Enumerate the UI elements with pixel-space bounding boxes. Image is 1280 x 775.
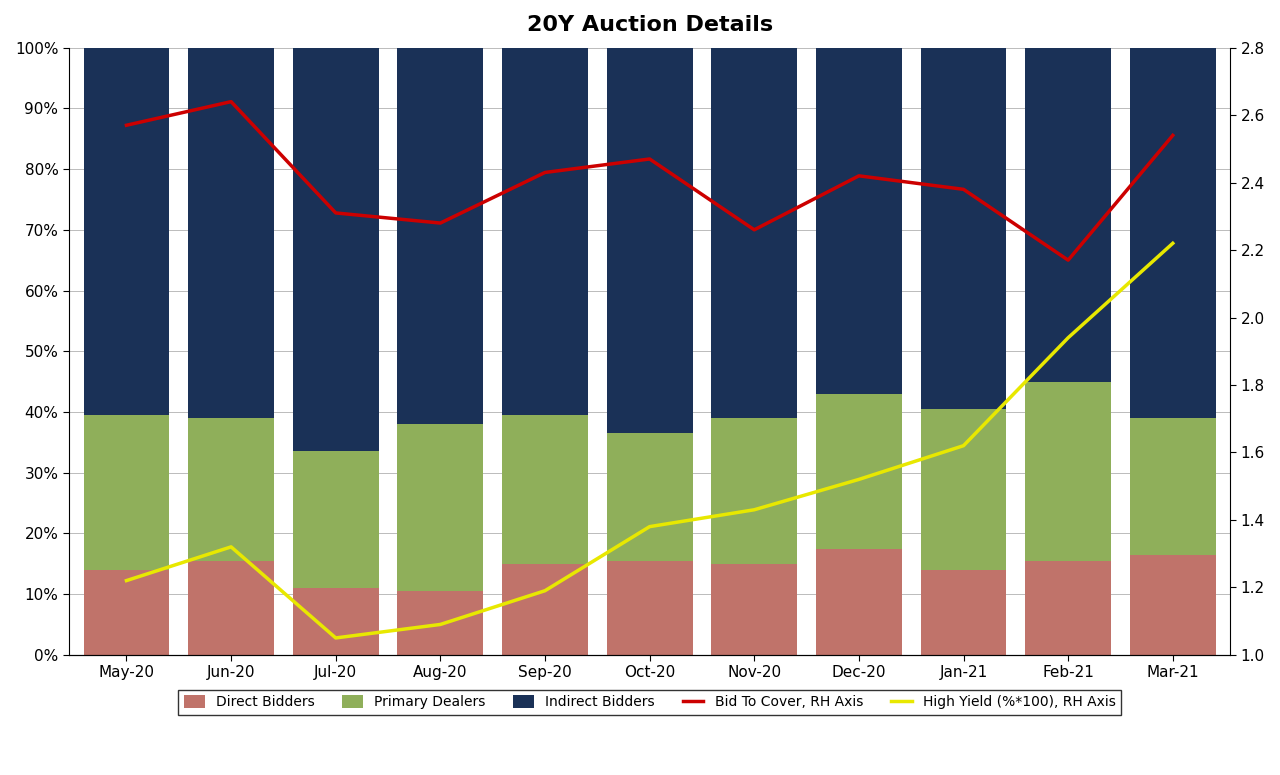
Bar	[920, 48, 1006, 409]
Bid To Cover, RH Axis	[851, 171, 867, 181]
Bar	[398, 48, 484, 424]
Bar	[920, 409, 1006, 570]
Bar	[398, 591, 484, 655]
High Yield (%*100), RH Axis	[433, 620, 448, 629]
Legend: Direct Bidders, Primary Dealers, Indirect Bidders, Bid To Cover, RH Axis, High Y: Direct Bidders, Primary Dealers, Indirec…	[178, 690, 1121, 715]
Bar	[83, 48, 169, 415]
Bar	[712, 563, 797, 655]
Bar	[815, 549, 902, 655]
High Yield (%*100), RH Axis	[851, 475, 867, 484]
Bar	[502, 563, 588, 655]
Bar	[815, 394, 902, 549]
Bid To Cover, RH Axis	[1060, 256, 1075, 265]
Bar	[83, 415, 169, 570]
Bar	[1130, 418, 1216, 555]
Bar	[188, 418, 274, 560]
Bar	[188, 48, 274, 418]
Bar	[398, 424, 484, 591]
Bar	[293, 48, 379, 451]
Bid To Cover, RH Axis	[224, 97, 239, 106]
High Yield (%*100), RH Axis	[1165, 239, 1180, 248]
Bid To Cover, RH Axis	[328, 208, 343, 218]
High Yield (%*100), RH Axis	[746, 505, 762, 515]
Bar	[1025, 381, 1111, 560]
Bar	[1130, 555, 1216, 655]
Bar	[1025, 560, 1111, 655]
High Yield (%*100), RH Axis	[328, 633, 343, 642]
High Yield (%*100), RH Axis	[119, 576, 134, 585]
High Yield (%*100), RH Axis	[643, 522, 658, 532]
Bar	[607, 48, 692, 433]
High Yield (%*100), RH Axis	[538, 586, 553, 595]
High Yield (%*100), RH Axis	[1060, 333, 1075, 343]
Bid To Cover, RH Axis	[433, 219, 448, 228]
Bar	[1130, 48, 1216, 418]
Bid To Cover, RH Axis	[746, 226, 762, 235]
High Yield (%*100), RH Axis	[224, 542, 239, 552]
Bid To Cover, RH Axis	[643, 154, 658, 164]
Bar	[502, 415, 588, 563]
Bar	[920, 570, 1006, 655]
Line: Bid To Cover, RH Axis: Bid To Cover, RH Axis	[127, 102, 1172, 260]
Bid To Cover, RH Axis	[538, 168, 553, 177]
Bar	[502, 48, 588, 415]
Bar	[712, 418, 797, 563]
Bar	[188, 560, 274, 655]
High Yield (%*100), RH Axis	[956, 441, 972, 450]
Line: High Yield (%*100), RH Axis: High Yield (%*100), RH Axis	[127, 243, 1172, 638]
Bar	[815, 48, 902, 394]
Bar	[293, 451, 379, 588]
Bar	[293, 588, 379, 655]
Title: 20Y Auction Details: 20Y Auction Details	[526, 15, 773, 35]
Bar	[607, 433, 692, 560]
Bar	[83, 570, 169, 655]
Bar	[607, 560, 692, 655]
Bar	[712, 48, 797, 418]
Bid To Cover, RH Axis	[956, 184, 972, 194]
Bid To Cover, RH Axis	[1165, 131, 1180, 140]
Bar	[1025, 48, 1111, 381]
Bid To Cover, RH Axis	[119, 121, 134, 130]
